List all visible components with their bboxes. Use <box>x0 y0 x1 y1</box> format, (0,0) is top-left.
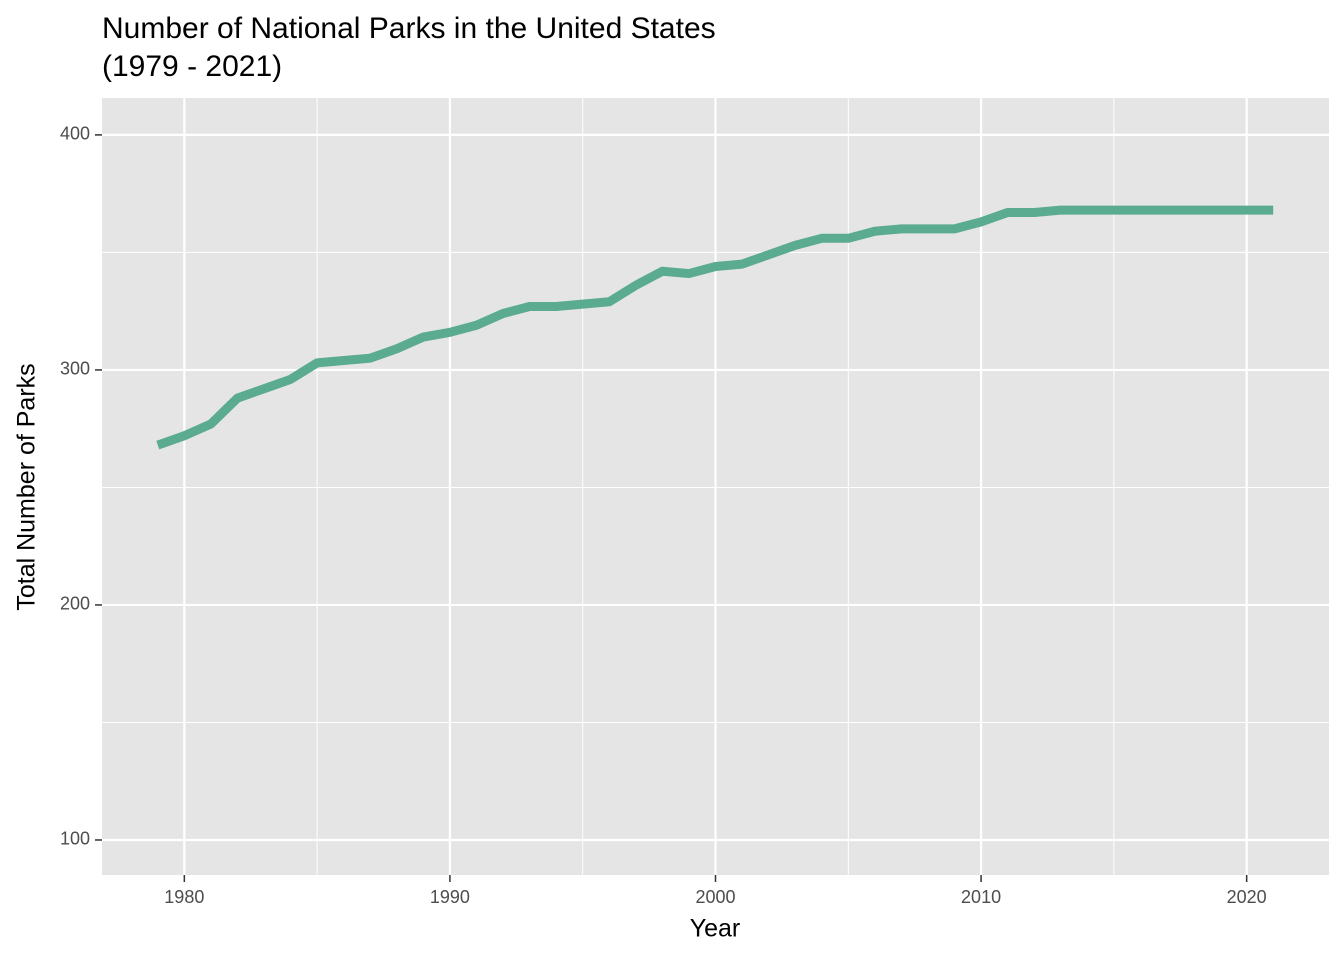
y-tick-label: 300 <box>60 359 90 379</box>
x-tick-label: 1980 <box>164 887 204 907</box>
chart-subtitle: (1979 - 2021) <box>102 50 282 83</box>
line-series <box>156 205 1274 450</box>
x-tick-label: 1990 <box>430 887 470 907</box>
plot-panel <box>102 98 1329 875</box>
chart-title: Number of National Parks in the United S… <box>102 12 716 45</box>
y-tick-label: 400 <box>60 124 90 144</box>
x-tick-label: 2010 <box>961 887 1001 907</box>
x-tick-label: 2020 <box>1227 887 1267 907</box>
y-axis-title: Total Number of Parks <box>13 363 41 610</box>
x-axis-title: Year <box>690 915 741 943</box>
y-tick-label: 100 <box>60 829 90 849</box>
x-tick-label: 2000 <box>695 887 735 907</box>
y-tick-label: 200 <box>60 594 90 614</box>
